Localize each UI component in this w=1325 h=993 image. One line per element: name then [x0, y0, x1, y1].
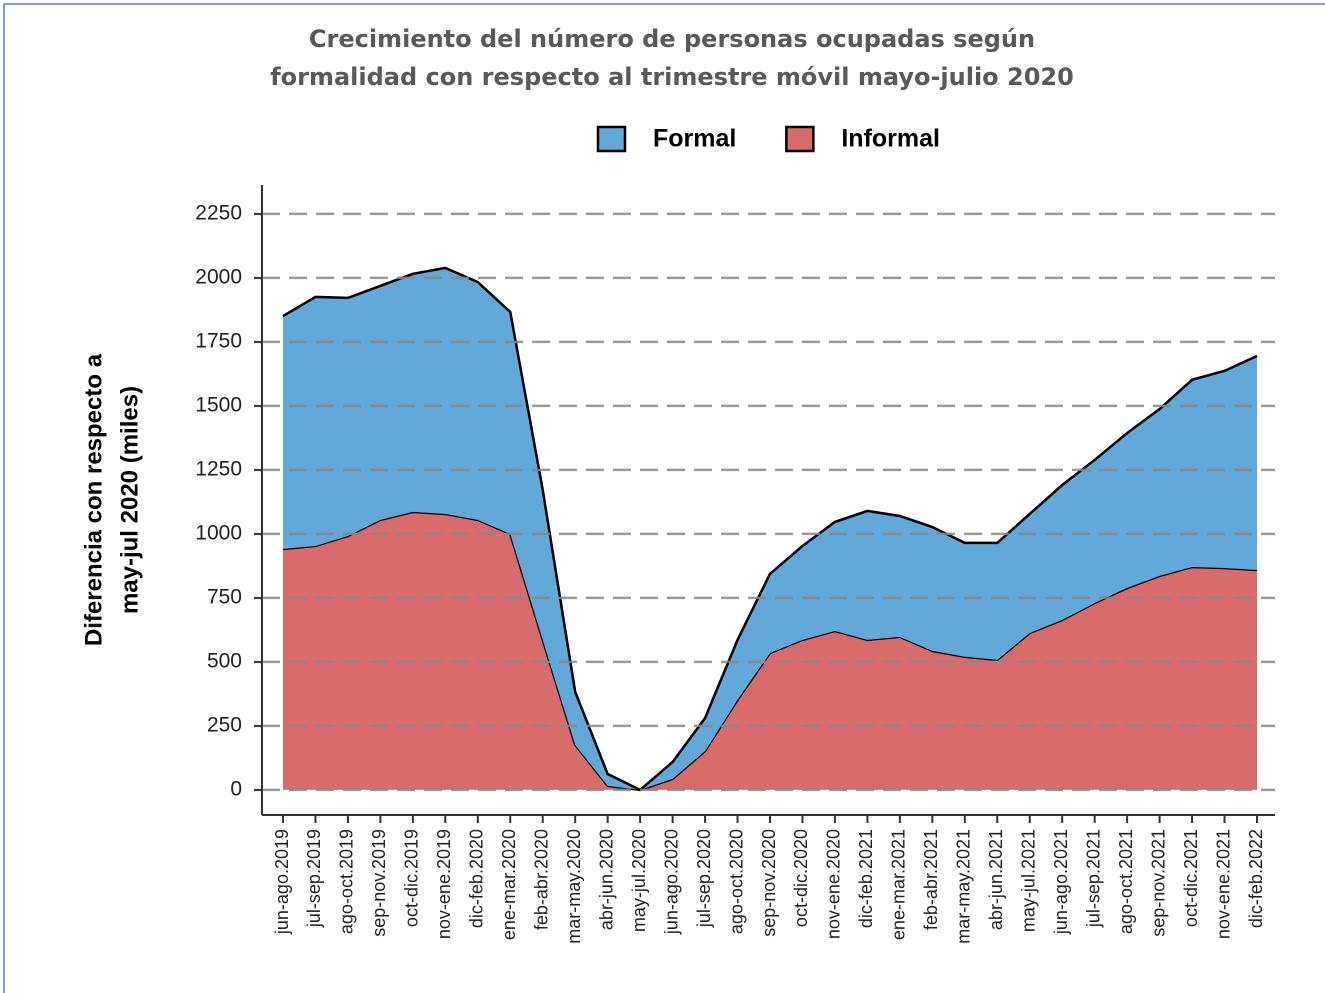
x-tick-label: ene-mar.2021: [889, 829, 909, 940]
x-tick-label: ene-mar.2020: [499, 829, 519, 940]
y-tick-label: 1000: [195, 521, 242, 544]
x-tick-label: jul-sep.2021: [1083, 829, 1103, 928]
area: [283, 511, 1257, 790]
chart-title: formalidad con respecto al trimestre móv…: [270, 63, 1074, 91]
chart-title: Crecimiento del número de personas ocupa…: [309, 25, 1035, 53]
y-tick-label: 2250: [195, 201, 242, 224]
x-tick-label: oct-dic.2021: [1181, 829, 1201, 927]
x-tick-label: oct-dic.2019: [402, 829, 422, 927]
x-tick-label: dic-feb.2020: [467, 829, 487, 928]
area-outline: [282, 266, 1258, 792]
y-axis-title-line: may-jul 2020 (miles): [116, 386, 143, 614]
area: [283, 267, 1257, 790]
x-tick-label: mar-may.2020: [564, 829, 584, 944]
x-tick-label: dic-feb.2022: [1246, 829, 1266, 928]
x-tick-label: jun-ago.2021: [1051, 829, 1071, 935]
y-tick-label: 250: [207, 713, 242, 736]
y-tick-label: 0: [230, 777, 242, 800]
x-tick-label: feb-abr.2020: [531, 829, 551, 930]
x-tick-label: abr-jun.2020: [596, 829, 616, 930]
x-tick-label: nov-ene.2020: [824, 829, 844, 939]
x-tick-label: nov-ene.2021: [1213, 829, 1233, 939]
x-tick-label: ago-oct.2020: [726, 829, 746, 934]
x-tick-label: may-jul.2021: [1018, 829, 1038, 932]
y-tick-label: 1500: [195, 393, 242, 416]
legend-swatch: [596, 125, 627, 153]
y-tick-label: 750: [207, 585, 242, 608]
x-tick-label: mar-may.2021: [954, 829, 974, 944]
legend-label: Informal: [841, 125, 940, 153]
x-tick-label: jul-sep.2020: [694, 829, 714, 928]
x-tick-label: feb-abr.2021: [921, 829, 941, 930]
x-tick-label: ago-oct.2021: [1116, 829, 1136, 934]
x-tick-label: nov-ene.2019: [434, 829, 454, 939]
y-tick-label: 2000: [195, 265, 242, 288]
x-tick-label: abr-jun.2021: [986, 829, 1006, 930]
x-tick-label: ago-oct.2019: [337, 829, 357, 934]
x-tick-label: sep-nov.2021: [1148, 829, 1168, 937]
x-tick-label: dic-feb.2021: [856, 829, 876, 928]
x-tick-label: jun-ago.2020: [661, 829, 681, 935]
y-axis-title-line: Diferencia con respecto a: [80, 353, 107, 646]
y-axis-title: Diferencia con respecto a may-jul 2020 (…: [80, 353, 143, 646]
legend-swatch: [785, 125, 815, 153]
x-tick-label: jun-ago.2019: [272, 829, 292, 935]
y-tick-label: 1750: [195, 329, 242, 352]
x-tick-label: sep-nov.2020: [759, 829, 779, 937]
x-tick-label: oct-dic.2020: [791, 829, 811, 927]
legend-label: Formal: [653, 125, 736, 153]
y-tick-label: 500: [207, 649, 242, 672]
y-tick-label: 1250: [195, 457, 242, 480]
x-tick-label: jul-sep.2019: [304, 829, 324, 928]
x-tick-label: may-jul.2020: [629, 829, 649, 932]
x-tick-label: sep-nov.2019: [369, 829, 389, 937]
